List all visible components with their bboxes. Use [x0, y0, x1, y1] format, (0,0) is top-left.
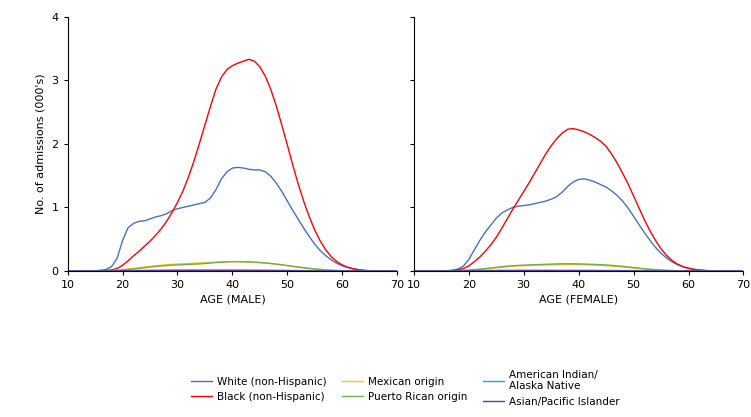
X-axis label: AGE (FEMALE): AGE (FEMALE) [539, 294, 618, 304]
Legend: White (non-Hispanic), Black (non-Hispanic), Mexican origin, Puerto Rican origin,: White (non-Hispanic), Black (non-Hispani… [185, 364, 626, 412]
Y-axis label: No. of admissions (000's): No. of admissions (000's) [36, 73, 46, 214]
X-axis label: AGE (MALE): AGE (MALE) [200, 294, 265, 304]
